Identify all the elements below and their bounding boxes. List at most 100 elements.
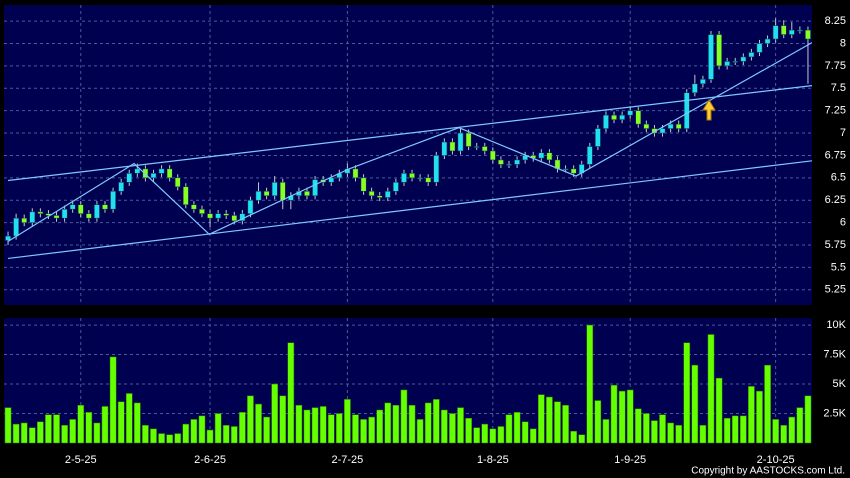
candle-body <box>570 168 577 174</box>
candle-body <box>61 208 68 219</box>
volume-bar <box>457 407 464 444</box>
volume-bar <box>570 430 577 444</box>
y-tick-label: 5.5 <box>831 261 846 273</box>
candle-body <box>425 177 432 183</box>
volume-bar <box>344 399 351 444</box>
volume-bar <box>473 427 481 444</box>
volume-bar <box>546 396 553 444</box>
volume-bar <box>182 423 190 444</box>
candle-body <box>708 34 714 80</box>
candle-body <box>182 186 189 205</box>
volume-bar <box>586 324 594 444</box>
volume-bar <box>311 407 319 444</box>
candle-body <box>498 159 504 165</box>
volume-bar <box>764 364 771 444</box>
candle-body <box>449 141 456 152</box>
volume-bar <box>158 433 165 444</box>
candle-body <box>716 34 722 67</box>
candle-body <box>805 29 811 40</box>
candle-body <box>732 61 739 63</box>
volume-bar <box>505 414 513 444</box>
candle-body <box>29 211 36 223</box>
volume-bar <box>780 425 788 444</box>
volume-bar <box>335 413 343 444</box>
candle-body <box>667 123 674 129</box>
volume-bar <box>392 405 400 444</box>
candle-body <box>158 168 165 174</box>
volume-bar <box>295 405 303 444</box>
y-tick-label: 7.25 <box>825 105 846 117</box>
candle-body <box>538 152 545 159</box>
candle-body <box>94 204 100 219</box>
candle-body <box>53 215 60 219</box>
candle-body <box>692 83 698 94</box>
candle-body <box>304 191 310 196</box>
volume-bar <box>376 409 384 444</box>
y-tick-label: 8.25 <box>825 15 846 27</box>
volume-bar <box>788 416 796 444</box>
y-tick-label: 6 <box>840 217 846 229</box>
candle-body <box>683 92 690 129</box>
candle-body <box>255 191 262 201</box>
volume-bar <box>247 395 254 444</box>
candle-body <box>223 213 230 216</box>
candle-body <box>69 204 76 210</box>
volume-bar <box>432 399 440 444</box>
arrow-icon <box>702 99 716 121</box>
candle-body <box>675 123 682 129</box>
volume-bar <box>408 405 416 444</box>
volume-bar <box>441 409 448 444</box>
candle-body <box>271 182 278 196</box>
candle-body <box>409 173 415 179</box>
volume-bar <box>699 425 707 444</box>
x-tick-label: 2-6-25 <box>194 454 226 466</box>
candle-body <box>21 217 28 223</box>
candle-body <box>215 213 221 219</box>
candle-body <box>110 191 116 210</box>
x-tick-label: 1-9-25 <box>614 454 646 466</box>
candle-body <box>643 123 650 129</box>
volume-bar <box>675 425 683 444</box>
volume-bar <box>222 425 230 444</box>
volume-bar <box>659 414 666 444</box>
volume-bar <box>667 422 674 444</box>
volume-bar <box>643 413 650 444</box>
y-tick-label: 8 <box>840 37 846 49</box>
candle-body <box>611 114 617 120</box>
volume-bar <box>101 406 109 444</box>
candle-body <box>77 204 84 214</box>
volume-bar <box>481 423 489 444</box>
candle-body <box>724 61 730 67</box>
volume-bar <box>190 419 198 444</box>
volume-bar <box>748 386 755 444</box>
volume-bar <box>125 393 133 444</box>
candle-body <box>772 25 779 40</box>
y-tick-label: 6.25 <box>825 194 846 206</box>
volume-bar <box>352 414 359 444</box>
vol-tick-label: 7.5K <box>823 348 846 360</box>
x-tick-label: 1-8-25 <box>477 454 509 466</box>
x-tick-label: 2-5-25 <box>65 454 97 466</box>
volume-bar <box>271 383 279 444</box>
volume-bar <box>28 427 36 444</box>
candle-body <box>780 25 787 35</box>
candle-body <box>490 150 496 161</box>
volume-bar <box>683 342 691 444</box>
y-tick-label: 7 <box>840 127 846 139</box>
volume-bar <box>255 403 262 444</box>
copyright: Copyright by AASTOCKS.com Ltd. <box>691 466 845 477</box>
y-tick-label: 7.5 <box>831 82 846 94</box>
volume-bar <box>45 414 52 444</box>
volume-bar <box>562 405 569 444</box>
volume-bar <box>166 434 173 444</box>
volume-bar <box>77 405 85 444</box>
volume-bar <box>731 415 739 444</box>
volume-bar <box>12 423 20 444</box>
volume-bar <box>691 364 699 444</box>
volume-bar <box>263 416 270 444</box>
volume-bar <box>142 425 149 444</box>
volume-bar <box>303 409 311 444</box>
volume-bar <box>529 428 537 444</box>
volume-bar <box>230 426 238 444</box>
vol-tick-label: 5K <box>833 378 847 390</box>
